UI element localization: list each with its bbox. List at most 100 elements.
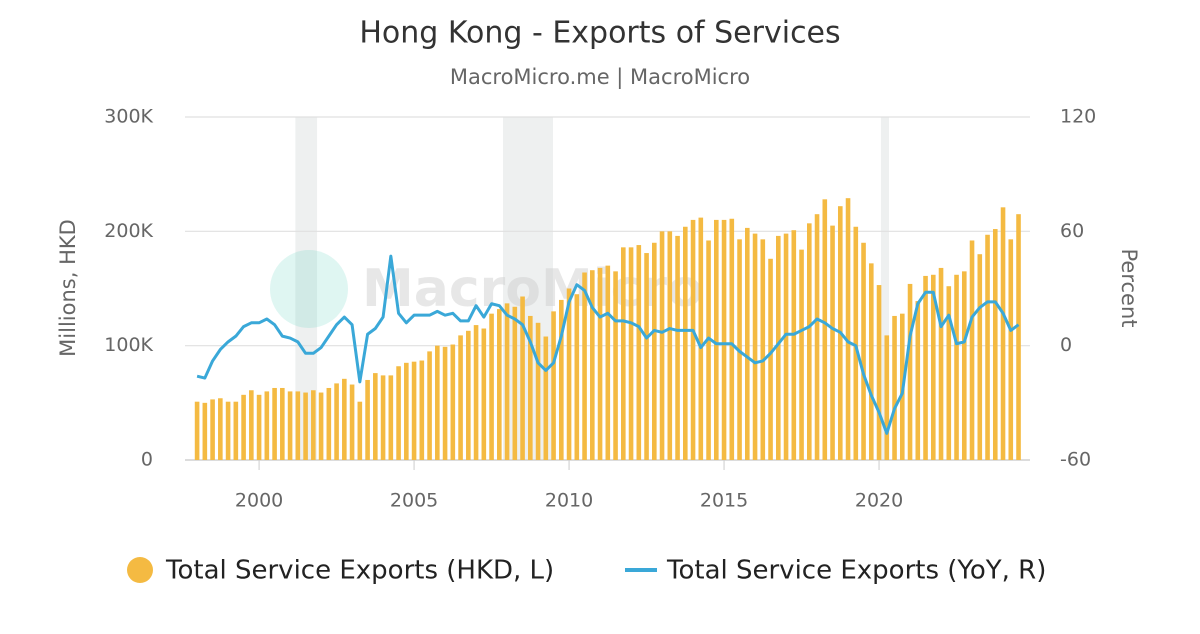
bar <box>303 392 308 460</box>
bar <box>636 245 642 460</box>
bar <box>977 254 983 460</box>
bar <box>961 271 967 460</box>
legend-swatch <box>127 557 153 583</box>
bar <box>334 383 339 460</box>
bar <box>411 361 417 460</box>
bar <box>404 362 409 460</box>
bar <box>357 401 363 460</box>
bar <box>380 375 386 460</box>
bar <box>752 233 758 460</box>
bar <box>225 401 231 460</box>
bar <box>644 253 649 460</box>
bar <box>628 247 634 460</box>
bar <box>249 390 254 460</box>
bar <box>326 387 332 460</box>
y2-tick-label: 120 <box>1060 106 1096 128</box>
bar <box>466 330 471 460</box>
bar <box>435 345 440 460</box>
bar <box>969 240 975 460</box>
bar <box>706 240 711 460</box>
bar <box>473 325 479 460</box>
bar <box>1008 239 1014 460</box>
bar <box>272 387 277 460</box>
bar <box>830 225 835 460</box>
bar <box>218 398 223 460</box>
bar <box>396 366 401 460</box>
bar <box>868 263 874 460</box>
bar <box>714 219 719 460</box>
bar <box>481 328 487 460</box>
bar <box>806 223 812 460</box>
y2-tick-label: 60 <box>1060 220 1084 242</box>
legend-label: Total Service Exports (HKD, L) <box>165 556 554 586</box>
bar <box>791 230 797 460</box>
bar <box>427 351 432 460</box>
bar <box>845 198 851 460</box>
bar <box>915 301 921 460</box>
bar <box>884 335 890 460</box>
bar <box>342 378 347 460</box>
bar <box>349 384 355 460</box>
y2-axis-label: Percent <box>1117 248 1141 327</box>
y-tick-label: 200K <box>104 220 153 242</box>
bar <box>861 242 866 460</box>
chart-subtitle: MacroMicro.me | MacroMicro <box>450 65 750 90</box>
y2-tick-label: 0 <box>1060 334 1072 356</box>
x-tick-label: 2020 <box>855 490 903 512</box>
bar <box>876 285 882 460</box>
bar <box>210 399 215 460</box>
bar <box>745 227 750 460</box>
bar <box>954 274 959 460</box>
bar <box>202 402 208 460</box>
bar <box>853 226 859 460</box>
line <box>196 254 1020 435</box>
bar <box>194 401 200 460</box>
bar <box>566 288 572 460</box>
bar <box>1016 214 1021 460</box>
bar <box>551 311 556 460</box>
bar <box>946 286 952 460</box>
bar <box>683 226 688 460</box>
bar <box>590 270 595 460</box>
bar <box>1000 207 1006 460</box>
bar <box>985 234 990 460</box>
bar <box>520 296 525 460</box>
x-tick-label: 2000 <box>235 490 283 512</box>
y2-tick-label: -60 <box>1060 449 1091 471</box>
bar <box>388 375 394 460</box>
shaded-range <box>880 117 889 460</box>
bar <box>690 219 696 460</box>
bar <box>365 379 370 460</box>
bar <box>652 242 657 460</box>
bar <box>528 315 533 460</box>
bar <box>318 392 324 460</box>
bar <box>497 309 502 460</box>
bar <box>775 235 781 460</box>
bar <box>280 387 285 460</box>
bar <box>621 247 626 460</box>
bar <box>992 229 998 460</box>
bar <box>535 322 541 460</box>
bar <box>489 313 494 460</box>
bar <box>930 274 936 460</box>
bar <box>233 401 239 460</box>
bar <box>760 239 766 460</box>
bar <box>504 303 510 460</box>
bar <box>892 315 897 460</box>
bar <box>295 391 301 460</box>
legend-label: Total Service Exports (YoY, R) <box>666 556 1046 586</box>
bar <box>582 272 587 460</box>
x-tick-label: 2015 <box>700 490 748 512</box>
bar <box>659 231 665 460</box>
watermark: MacroMicro <box>362 259 703 319</box>
bar <box>721 219 727 460</box>
bar <box>419 360 425 460</box>
y-tick-label: 100K <box>104 334 153 356</box>
bar <box>559 299 564 460</box>
bar <box>543 336 549 460</box>
bar <box>241 394 246 460</box>
bar <box>597 267 603 460</box>
bar <box>311 390 316 460</box>
y-tick-label: 0 <box>141 449 153 471</box>
